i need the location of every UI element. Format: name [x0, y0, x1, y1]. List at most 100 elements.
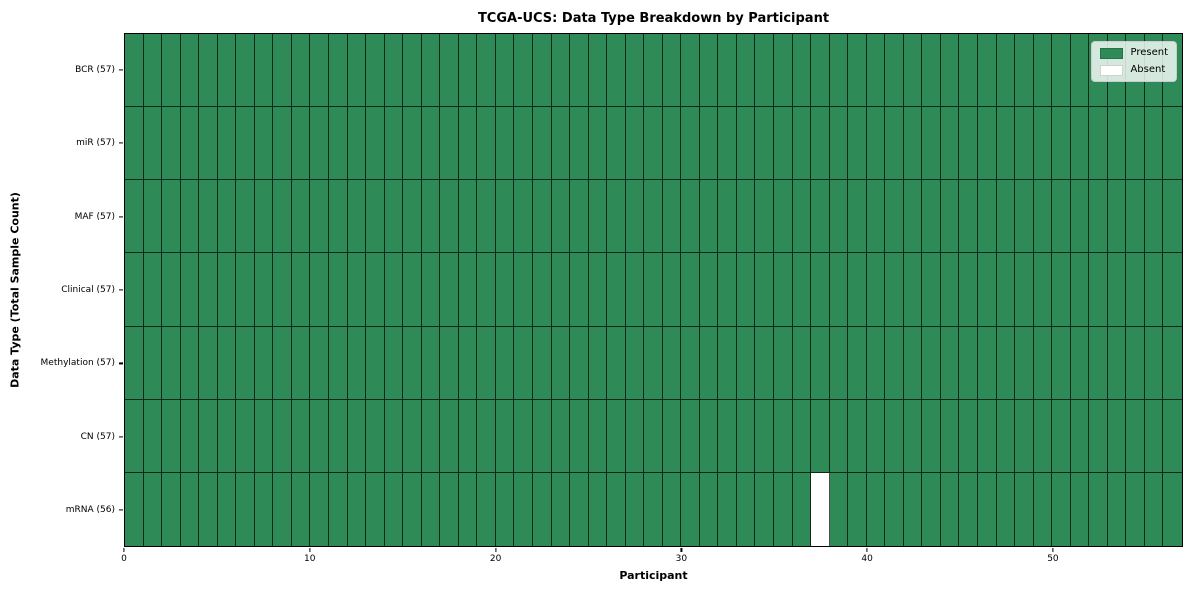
y-tick-mark: [119, 215, 123, 218]
cell-Clinical-p7: [254, 253, 274, 327]
cell-MAF-p38: [829, 180, 849, 254]
cell-CN-p23: [551, 399, 571, 473]
cell-miR-p21: [514, 107, 533, 181]
x-tick-label-50: 50: [1047, 554, 1059, 564]
cell-MAF-p33: [736, 180, 756, 254]
cell-MAF-p0: [125, 180, 144, 254]
cell-BCR-p2: [162, 34, 181, 108]
cell-Methylation-p9: [291, 326, 311, 400]
cell-BCR-p11: [328, 34, 348, 108]
cell-BCR-p28: [644, 34, 663, 108]
cell-BCR-p30: [681, 34, 700, 108]
x-tick-label-0: 0: [121, 554, 127, 564]
cell-Methylation-p16: [421, 326, 441, 400]
cell-mRNA-p36: [792, 472, 812, 546]
cell-BCR-p29: [662, 34, 682, 108]
cell-Methylation-p55: [1144, 326, 1164, 400]
cell-BCR-p10: [310, 34, 329, 108]
cell-BCR-p46: [978, 34, 997, 108]
cell-CN-p44: [940, 399, 960, 473]
cell-mRNA-p4: [199, 472, 218, 546]
cell-Methylation-p31: [699, 326, 719, 400]
cell-Clinical-p41: [885, 253, 904, 327]
cell-mRNA-p39: [848, 472, 867, 546]
cell-mRNA-p41: [885, 472, 904, 546]
cell-CN-p17: [440, 399, 459, 473]
cell-Clinical-p33: [736, 253, 756, 327]
cell-Methylation-p43: [922, 326, 941, 400]
cell-CN-p40: [866, 399, 886, 473]
cell-Clinical-p23: [551, 253, 571, 327]
cell-CN-p3: [180, 399, 200, 473]
cell-Clinical-p51: [1070, 253, 1090, 327]
cell-Clinical-p25: [588, 253, 608, 327]
cell-Methylation-p28: [644, 326, 663, 400]
x-tick-mark: [1052, 548, 1054, 552]
cell-Clinical-p4: [199, 253, 218, 327]
cell-MAF-p50: [1052, 180, 1071, 254]
cell-MAF-p49: [1033, 180, 1053, 254]
cell-CN-p32: [718, 399, 737, 473]
cell-Clinical-p14: [384, 253, 404, 327]
legend-item-absent: Absent: [1100, 64, 1168, 76]
cell-MAF-p42: [903, 180, 923, 254]
cell-miR-p3: [180, 107, 200, 181]
cell-Methylation-p23: [551, 326, 571, 400]
cell-Clinical-p31: [699, 253, 719, 327]
y-tick-label-BCR: BCR (57): [75, 64, 115, 75]
cell-mRNA-p21: [514, 472, 533, 546]
cell-MAF-p6: [236, 180, 255, 254]
cell-miR-p28: [644, 107, 663, 181]
cell-mRNA-p43: [922, 472, 941, 546]
cell-mRNA-p10: [310, 472, 329, 546]
cell-Clinical-p53: [1107, 253, 1127, 327]
cell-CN-p39: [848, 399, 867, 473]
cell-CN-p48: [1015, 399, 1034, 473]
cell-miR-p36: [792, 107, 812, 181]
cell-Clinical-p6: [236, 253, 255, 327]
cell-miR-p22: [532, 107, 552, 181]
cell-miR-p34: [755, 107, 775, 181]
cell-BCR-p50: [1052, 34, 1071, 108]
cell-Clinical-p28: [644, 253, 663, 327]
x-tick-label-40: 40: [861, 554, 873, 564]
cell-BCR-p39: [848, 34, 867, 108]
cell-miR-p46: [978, 107, 997, 181]
cell-mRNA-p6: [236, 472, 255, 546]
cell-mRNA-p23: [551, 472, 571, 546]
cell-BCR-p49: [1033, 34, 1053, 108]
cell-MAF-p36: [792, 180, 812, 254]
cell-mRNA-p5: [217, 472, 237, 546]
cell-Methylation-p40: [866, 326, 886, 400]
cell-Methylation-p52: [1089, 326, 1108, 400]
cell-BCR-p0: [125, 34, 144, 108]
cell-mRNA-p44: [940, 472, 960, 546]
cell-Clinical-p39: [848, 253, 867, 327]
cell-Methylation-p0: [125, 326, 144, 400]
cell-miR-p10: [310, 107, 329, 181]
cell-CN-p35: [774, 399, 793, 473]
cell-CN-p38: [829, 399, 849, 473]
cell-Clinical-p52: [1089, 253, 1108, 327]
cell-MAF-p47: [996, 180, 1016, 254]
cell-mRNA-p49: [1033, 472, 1053, 546]
cell-miR-p32: [718, 107, 737, 181]
cell-miR-p27: [625, 107, 645, 181]
cell-MAF-p23: [551, 180, 571, 254]
cell-Methylation-p27: [625, 326, 645, 400]
cell-miR-p39: [848, 107, 867, 181]
cell-MAF-p2: [162, 180, 181, 254]
cell-CN-p51: [1070, 399, 1090, 473]
cell-Methylation-p20: [495, 326, 515, 400]
cell-Clinical-p44: [940, 253, 960, 327]
cell-mRNA-p15: [403, 472, 422, 546]
cell-Methylation-p36: [792, 326, 812, 400]
cell-Clinical-p24: [570, 253, 589, 327]
cell-miR-p13: [366, 107, 385, 181]
cell-CN-p19: [477, 399, 496, 473]
cell-miR-p26: [607, 107, 626, 181]
cell-CN-p36: [792, 399, 812, 473]
cell-MAF-p7: [254, 180, 274, 254]
cell-MAF-p56: [1163, 180, 1182, 254]
cell-CN-p7: [254, 399, 274, 473]
